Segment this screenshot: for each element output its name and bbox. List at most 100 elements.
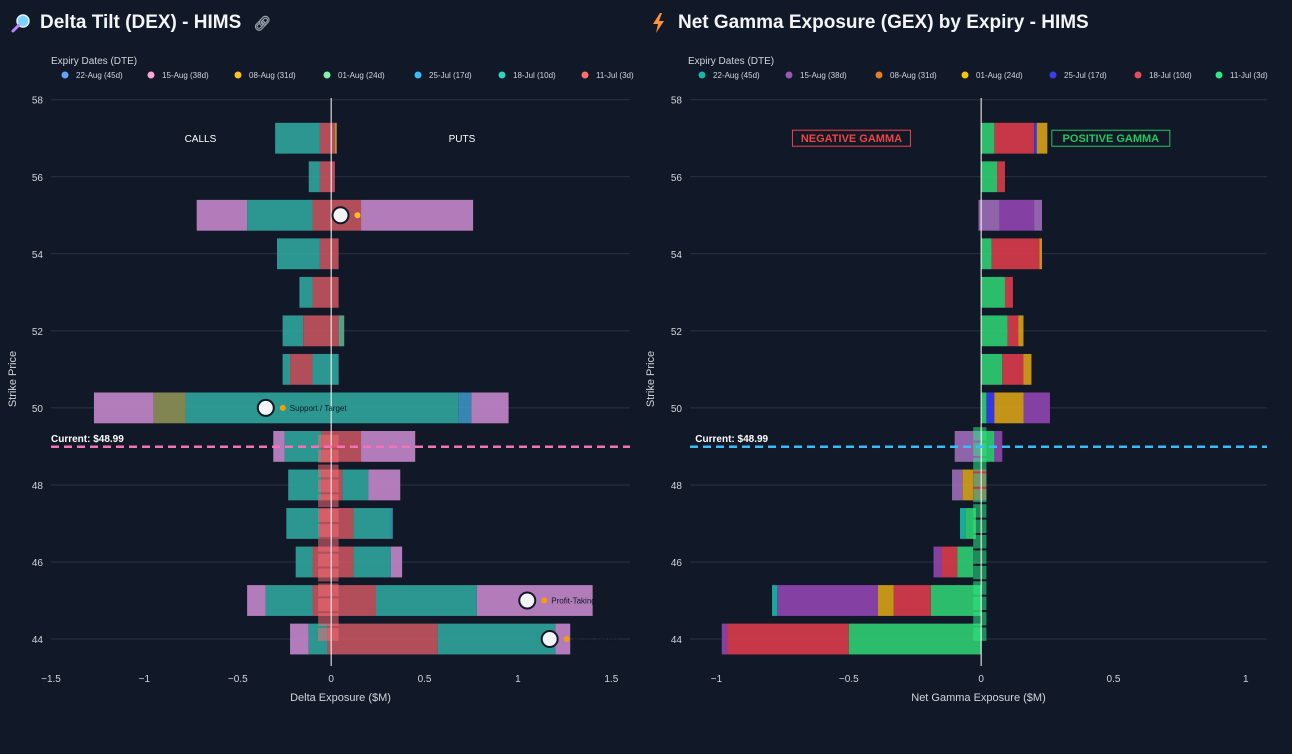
- legend-swatch[interactable]: [1049, 71, 1057, 79]
- bar-strike-56[interactable]: [981, 161, 1005, 193]
- bar-segment[interactable]: [952, 469, 963, 501]
- bar-segment[interactable]: [777, 585, 878, 616]
- bar-segment[interactable]: [375, 585, 477, 616]
- bar-strike-53[interactable]: [299, 276, 339, 308]
- bar-segment[interactable]: [1004, 276, 1013, 308]
- bar-segment[interactable]: [1023, 353, 1032, 385]
- bar-segment[interactable]: [308, 161, 320, 193]
- legend-swatch[interactable]: [698, 71, 706, 79]
- bar-segment[interactable]: [981, 161, 998, 193]
- marker-circle[interactable]: [331, 206, 350, 225]
- bar-segment[interactable]: [1034, 199, 1043, 231]
- bar-segment[interactable]: [727, 623, 849, 655]
- bar-segment[interactable]: [282, 315, 304, 347]
- bar-segment[interactable]: [981, 315, 1008, 347]
- bar-segment[interactable]: [978, 199, 1000, 231]
- legend-swatch[interactable]: [785, 71, 793, 79]
- bar-segment[interactable]: [959, 508, 966, 539]
- bar-segment[interactable]: [986, 392, 995, 424]
- bar-segment[interactable]: [994, 392, 1024, 424]
- bar-segment[interactable]: [772, 585, 778, 616]
- bar-segment[interactable]: [334, 122, 337, 154]
- bar-strike-51[interactable]: [282, 353, 339, 385]
- bar-segment[interactable]: [319, 122, 335, 154]
- bar-strike-50[interactable]: [981, 392, 1050, 424]
- bar-segment[interactable]: [275, 122, 320, 154]
- bar-strike-47[interactable]: [286, 508, 393, 539]
- bar-strike-51[interactable]: [981, 353, 1032, 385]
- bar-segment[interactable]: [319, 161, 335, 193]
- legend-swatch[interactable]: [498, 71, 506, 79]
- bar-segment[interactable]: [994, 122, 1035, 154]
- legend-swatch[interactable]: [875, 71, 883, 79]
- legend-swatch[interactable]: [581, 71, 589, 79]
- bar-segment[interactable]: [555, 623, 571, 655]
- bar-strike-47[interactable]: [959, 508, 976, 539]
- legend-swatch[interactable]: [147, 71, 155, 79]
- bar-segment[interactable]: [247, 199, 313, 231]
- bar-segment[interactable]: [282, 353, 291, 385]
- bar-strike-52[interactable]: [981, 315, 1024, 347]
- bar-segment[interactable]: [390, 508, 393, 539]
- bar-segment[interactable]: [941, 546, 958, 578]
- bar-segment[interactable]: [247, 585, 266, 616]
- bar-segment[interactable]: [933, 546, 942, 578]
- bar-strike-46[interactable]: [933, 546, 974, 578]
- legend-swatch[interactable]: [323, 71, 331, 79]
- bar-segment[interactable]: [361, 199, 474, 231]
- marker-circle[interactable]: [518, 591, 537, 610]
- bar-segment[interactable]: [295, 546, 313, 578]
- bar-strike-48[interactable]: [288, 469, 401, 501]
- bar-segment[interactable]: [303, 315, 339, 347]
- bar-segment[interactable]: [288, 469, 322, 501]
- bar-strike-45[interactable]: [772, 585, 982, 616]
- bar-segment[interactable]: [1007, 315, 1019, 347]
- bar-segment[interactable]: [1034, 122, 1037, 154]
- bar-strike-52[interactable]: [282, 315, 345, 347]
- bar-segment[interactable]: [153, 392, 186, 424]
- bar-strike-54[interactable]: [276, 238, 339, 270]
- bar-segment[interactable]: [721, 623, 728, 655]
- bar-segment[interactable]: [196, 199, 248, 231]
- bar-strike-44[interactable]: [721, 623, 982, 655]
- bar-strike-55[interactable]: [196, 199, 474, 231]
- bar-strike-54[interactable]: [981, 238, 1043, 270]
- bar-segment[interactable]: [877, 585, 894, 616]
- bar-segment[interactable]: [1018, 315, 1024, 347]
- bar-segment[interactable]: [994, 431, 1003, 462]
- bar-strike-45[interactable]: [247, 585, 593, 616]
- bar-segment[interactable]: [999, 199, 1035, 231]
- bar-segment[interactable]: [1039, 238, 1043, 270]
- bar-strike-57[interactable]: [981, 122, 1048, 154]
- bar-strike-44[interactable]: [290, 623, 571, 655]
- bar-segment[interactable]: [290, 623, 309, 655]
- bar-segment[interactable]: [930, 585, 982, 616]
- bar-segment[interactable]: [299, 276, 313, 308]
- bar-segment[interactable]: [312, 353, 339, 385]
- bar-segment[interactable]: [286, 508, 320, 539]
- legend-swatch[interactable]: [1134, 71, 1142, 79]
- bar-segment[interactable]: [981, 392, 987, 424]
- bar-segment[interactable]: [265, 585, 313, 616]
- bar-segment[interactable]: [290, 353, 313, 385]
- bar-segment[interactable]: [342, 469, 369, 501]
- bar-strike-53[interactable]: [981, 276, 1013, 308]
- legend-swatch[interactable]: [234, 71, 242, 79]
- bar-segment[interactable]: [353, 546, 391, 578]
- bar-segment[interactable]: [368, 469, 401, 501]
- bar-segment[interactable]: [471, 392, 509, 424]
- marker[interactable]: Profit-Taking: [540, 630, 618, 649]
- bar-segment[interactable]: [965, 508, 976, 539]
- bar-segment[interactable]: [981, 122, 995, 154]
- bar-segment[interactable]: [1036, 122, 1048, 154]
- bar-segment[interactable]: [893, 585, 931, 616]
- bar-segment[interactable]: [319, 238, 339, 270]
- bar-segment[interactable]: [353, 508, 391, 539]
- marker-circle[interactable]: [256, 398, 275, 417]
- marker[interactable]: Profit-Taking: [518, 591, 596, 610]
- bar-segment[interactable]: [957, 546, 974, 578]
- bar-segment[interactable]: [458, 392, 472, 424]
- bar-segment[interactable]: [1002, 353, 1024, 385]
- marker-circle[interactable]: [540, 630, 559, 649]
- bar-segment[interactable]: [1023, 392, 1050, 424]
